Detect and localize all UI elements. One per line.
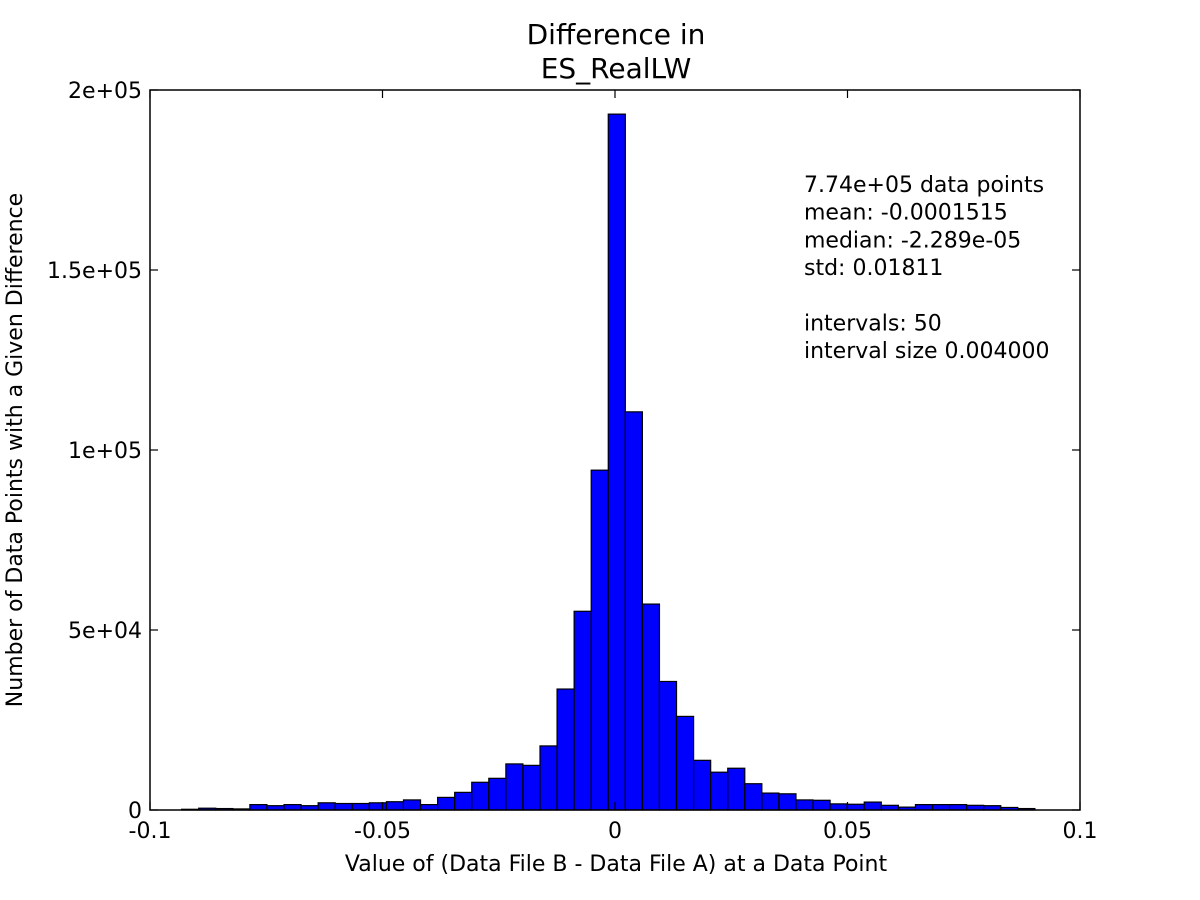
x-tick-label: 0.05 (823, 819, 872, 844)
histogram-bar (437, 796, 456, 811)
y-tick-label: 1e+05 (68, 439, 142, 464)
histogram-bar (573, 610, 592, 811)
histogram-bar (488, 777, 507, 811)
histogram-bar (556, 688, 575, 811)
histogram-bar (658, 680, 678, 811)
y-tick-label: 5e+04 (68, 619, 142, 644)
stats-line: intervals: 50 (804, 312, 942, 337)
histogram-bar (607, 113, 626, 811)
histogram-bar (334, 802, 353, 811)
histogram-bar (385, 801, 405, 811)
histogram-bar (249, 803, 268, 811)
histogram-bar (931, 803, 951, 811)
stats-line: 7.74e+05 data points (804, 173, 1044, 198)
x-tick-label: -0.05 (354, 819, 411, 844)
histogram-bar (641, 603, 661, 811)
histogram-bar (692, 759, 712, 811)
stats-line: mean: -0.0001515 (804, 201, 1008, 226)
stats-line: median: -2.289e-05 (804, 228, 1021, 253)
y-axis: 0 5e+04 1e+05 1.5e+05 2e+05 (47, 79, 1080, 824)
stats-annotation: 7.74e+05 data points mean: -0.0001515medi… (804, 173, 1050, 364)
x-tick-label: 0 (608, 819, 622, 844)
histogram-bar (402, 799, 422, 811)
y-tick-label: 0 (128, 799, 142, 824)
histogram-bar (454, 791, 473, 811)
x-tick-label: 0.1 (1063, 819, 1098, 844)
chart-title-line-1: Difference in (527, 18, 706, 51)
histogram-bar (590, 469, 609, 811)
stats-line: std: 0.01811 (804, 256, 943, 281)
chart-title-line-2: ES_RealLW (541, 52, 692, 85)
stats-line: interval size 0.004000 (804, 339, 1050, 364)
histogram-bar (419, 803, 439, 811)
histogram-bar (505, 763, 524, 811)
histogram-bar (675, 715, 695, 811)
histogram-bar (351, 802, 370, 811)
histogram-bar (795, 799, 814, 811)
histogram-bar (727, 767, 746, 811)
histogram-bar (283, 803, 302, 811)
histogram-bar (863, 801, 882, 811)
histogram-bar (471, 781, 490, 811)
histogram-bar (829, 803, 848, 811)
histogram-bar (539, 745, 558, 811)
histogram-bar (522, 764, 541, 811)
histogram-bars (181, 113, 1036, 811)
x-axis: -0.1 -0.05 0 0.05 0.1 (129, 90, 1098, 844)
x-axis-label: Value of (Data File B - Data File A) at … (345, 852, 888, 877)
y-tick-label: 1.5e+05 (47, 259, 142, 284)
histogram-bar (368, 802, 388, 811)
histogram-bar (778, 793, 797, 811)
x-tick-label: -0.1 (129, 819, 172, 844)
histogram-bar (914, 803, 934, 811)
histogram-bar (710, 771, 729, 811)
y-axis-label: Number of Data Points with a Given Diffe… (3, 193, 28, 707)
histogram-bar (317, 802, 336, 811)
histogram-bar (744, 783, 763, 811)
histogram-bar (948, 803, 968, 811)
histogram-bar (624, 411, 643, 811)
histogram-bar (812, 799, 831, 811)
y-tick-label: 2e+05 (68, 79, 142, 104)
histogram-bar (761, 792, 780, 811)
chart-title: Difference in ES_RealLW (527, 18, 706, 85)
histogram-bar (846, 803, 865, 811)
